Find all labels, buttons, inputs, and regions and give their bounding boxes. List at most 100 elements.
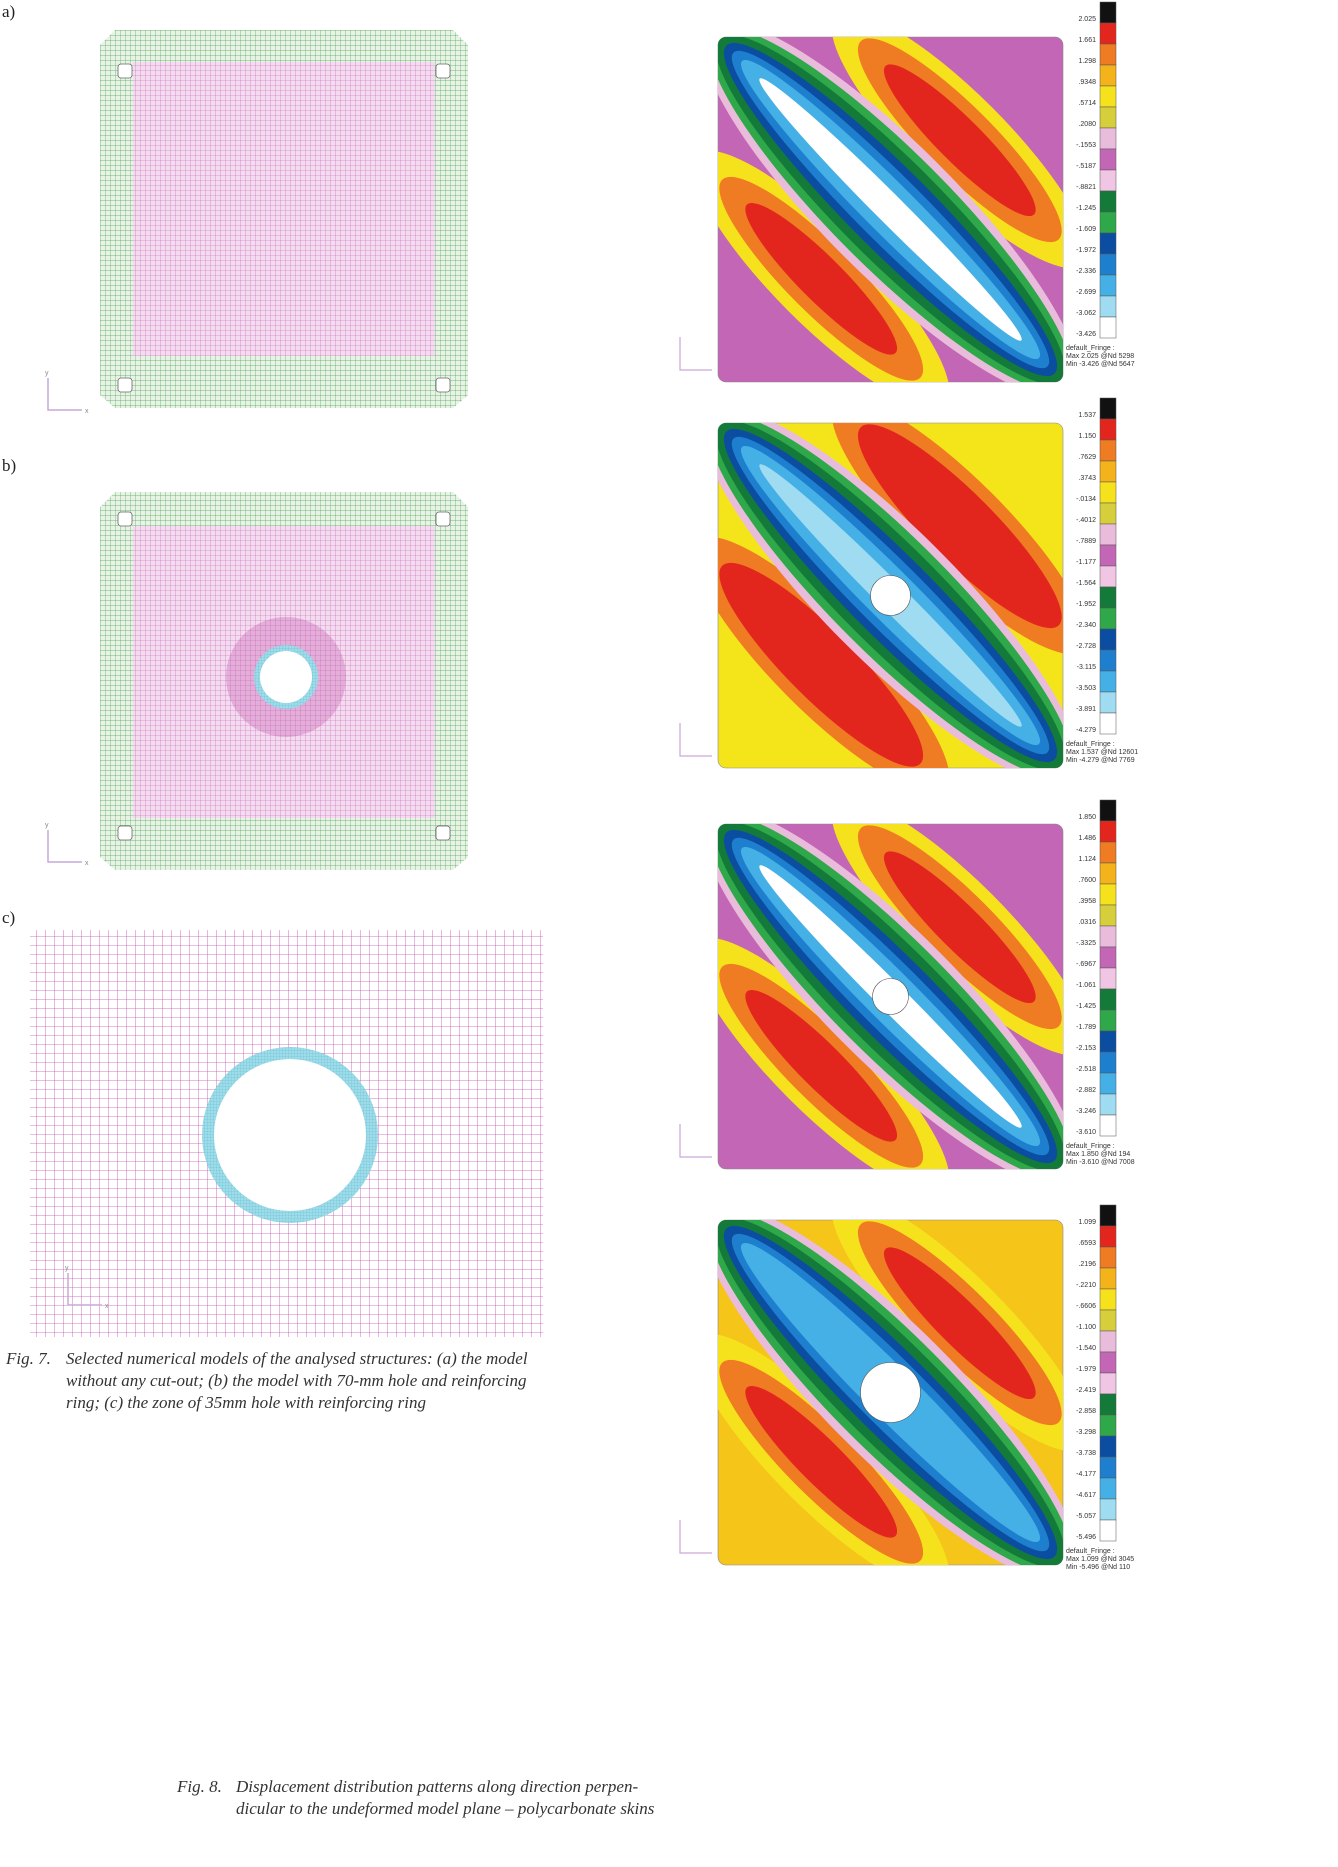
legend-swatch bbox=[1100, 503, 1116, 524]
legend-swatch bbox=[1100, 1247, 1116, 1268]
axis-label: y bbox=[45, 370, 49, 377]
legend-swatch bbox=[1100, 821, 1116, 842]
legend-swatch bbox=[1100, 1289, 1116, 1310]
legend-swatch bbox=[1100, 1094, 1116, 1115]
legend-swatch bbox=[1100, 1478, 1116, 1499]
legend-swatch bbox=[1100, 863, 1116, 884]
caption-line: dicular to the undeformed model plane – … bbox=[236, 1799, 655, 1818]
legend-label: 1.850 bbox=[1078, 814, 1096, 821]
legend-swatch bbox=[1100, 1205, 1116, 1226]
legend-swatch bbox=[1100, 212, 1116, 233]
legend-label: -2.882 bbox=[1076, 1087, 1096, 1094]
legend-label: -1.564 bbox=[1076, 580, 1096, 587]
fringe-footer: default_Fringe : bbox=[1066, 1548, 1115, 1555]
legend-label: -5.057 bbox=[1076, 1513, 1096, 1520]
legend-label: -4.279 bbox=[1076, 727, 1096, 734]
legend-label: -1.540 bbox=[1076, 1345, 1096, 1352]
legend-swatch bbox=[1100, 65, 1116, 86]
legend-swatch bbox=[1100, 419, 1116, 440]
legend-label: -1.425 bbox=[1076, 1003, 1096, 1010]
legend-label: -2.858 bbox=[1076, 1408, 1096, 1415]
caption-line: without any cut-out; (b) the model with … bbox=[66, 1371, 527, 1390]
legend-swatch bbox=[1100, 1373, 1116, 1394]
legend-swatch bbox=[1100, 191, 1116, 212]
legend-swatch bbox=[1100, 317, 1116, 338]
caption-label: Fig. 8. bbox=[176, 1777, 222, 1796]
legend-swatch bbox=[1100, 170, 1116, 191]
legend-swatch bbox=[1100, 440, 1116, 461]
legend-swatch bbox=[1100, 1226, 1116, 1247]
legend-label: -1.061 bbox=[1076, 982, 1096, 989]
legend-swatch bbox=[1100, 947, 1116, 968]
legend-label: .7600 bbox=[1078, 877, 1096, 884]
fringe-footer: default_Fringe : bbox=[1066, 1143, 1115, 1150]
legend-swatch bbox=[1100, 44, 1116, 65]
legend-swatch bbox=[1100, 107, 1116, 128]
legend-label: 1.124 bbox=[1078, 856, 1096, 863]
legend-label: -1.100 bbox=[1076, 1324, 1096, 1331]
panel-label: b) bbox=[2, 456, 16, 475]
legend-label: 1.099 bbox=[1078, 1219, 1096, 1226]
hole bbox=[260, 651, 312, 703]
legend-label: -2.153 bbox=[1076, 1045, 1096, 1052]
legend-label: -3.298 bbox=[1076, 1429, 1096, 1436]
axis-triad bbox=[680, 337, 712, 370]
legend-label: .3743 bbox=[1078, 475, 1096, 482]
caption-label: Fig. 7. bbox=[5, 1349, 51, 1368]
legend-swatch bbox=[1100, 692, 1116, 713]
legend-swatch bbox=[1100, 1457, 1116, 1478]
legend-label: -1.952 bbox=[1076, 601, 1096, 608]
legend-swatch bbox=[1100, 1031, 1116, 1052]
legend-label: -1.972 bbox=[1076, 247, 1096, 254]
legend-label: .0316 bbox=[1078, 919, 1096, 926]
legend-label: .2080 bbox=[1078, 121, 1096, 128]
fringe-footer: Min -4.279 @Nd 7769 bbox=[1066, 757, 1135, 764]
legend-label: -1.789 bbox=[1076, 1024, 1096, 1031]
legend-swatch bbox=[1100, 1073, 1116, 1094]
legend-swatch bbox=[1100, 926, 1116, 947]
legend-label: -3.246 bbox=[1076, 1108, 1096, 1115]
legend-label: -2.336 bbox=[1076, 268, 1096, 275]
legend-swatch bbox=[1100, 461, 1116, 482]
legend-label: 1.298 bbox=[1078, 58, 1096, 65]
fringe-footer: Min -3.610 @Nd 7008 bbox=[1066, 1159, 1135, 1166]
legend-label: -.2210 bbox=[1076, 1282, 1096, 1289]
legend-swatch bbox=[1100, 650, 1116, 671]
fringe-footer: Max 1.537 @Nd 12601 bbox=[1066, 749, 1138, 756]
legend-swatch bbox=[1100, 1436, 1116, 1457]
legend-swatch bbox=[1100, 1352, 1116, 1373]
legend-label: -.0134 bbox=[1076, 496, 1096, 503]
legend-label: -3.503 bbox=[1076, 685, 1096, 692]
legend-label: -.7889 bbox=[1076, 538, 1096, 545]
legend-label: -.1553 bbox=[1076, 142, 1096, 149]
legend-label: 1.661 bbox=[1078, 37, 1096, 44]
legend-label: -4.177 bbox=[1076, 1471, 1096, 1478]
legend-swatch bbox=[1100, 629, 1116, 650]
legend-label: -3.610 bbox=[1076, 1129, 1096, 1136]
legend-label: -2.699 bbox=[1076, 289, 1096, 296]
legend-label: -2.419 bbox=[1076, 1387, 1096, 1394]
legend-swatch bbox=[1100, 545, 1116, 566]
legend-label: -3.426 bbox=[1076, 331, 1096, 338]
legend-label: -3.891 bbox=[1076, 706, 1096, 713]
legend-label: -5.496 bbox=[1076, 1534, 1096, 1541]
legend-swatch bbox=[1100, 1415, 1116, 1436]
page: a) b) c) Fig. 7. Selected numerical mode… bbox=[0, 0, 1338, 1867]
panel-label: a) bbox=[2, 2, 15, 21]
legend-label: -3.062 bbox=[1076, 310, 1096, 317]
legend-swatch bbox=[1100, 86, 1116, 107]
legend-swatch bbox=[1100, 398, 1116, 419]
legend-swatch bbox=[1100, 23, 1116, 44]
legend-label: 1.537 bbox=[1078, 412, 1096, 419]
axis-label: x bbox=[85, 860, 89, 867]
legend-label: -.4012 bbox=[1076, 517, 1096, 524]
legend-swatch bbox=[1100, 2, 1116, 23]
legend-label: .2196 bbox=[1078, 1261, 1096, 1268]
legend-swatch bbox=[1100, 842, 1116, 863]
legend-label: -1.245 bbox=[1076, 205, 1096, 212]
fringe-footer: Min -5.496 @Nd 110 bbox=[1066, 1564, 1130, 1571]
axis-label: y bbox=[65, 1265, 69, 1272]
legend-swatch bbox=[1100, 884, 1116, 905]
legend-label: .9348 bbox=[1078, 79, 1096, 86]
legend-swatch bbox=[1100, 608, 1116, 629]
